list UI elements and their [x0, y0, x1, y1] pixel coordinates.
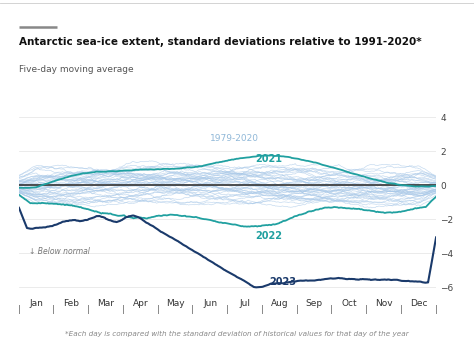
- Text: ↓ Below normal: ↓ Below normal: [29, 247, 90, 256]
- Text: *Each day is compared with the standard deviation of historical values for that : *Each day is compared with the standard …: [65, 330, 409, 337]
- Text: 1979-2020: 1979-2020: [210, 134, 259, 143]
- Text: |: |: [18, 305, 20, 314]
- Text: 2021: 2021: [255, 154, 283, 164]
- Text: |: |: [122, 305, 125, 314]
- Text: 2022: 2022: [255, 231, 283, 241]
- Text: |: |: [435, 305, 438, 314]
- Text: 2023: 2023: [269, 277, 296, 287]
- Text: |: |: [52, 305, 55, 314]
- Text: |: |: [87, 305, 90, 314]
- Text: |: |: [191, 305, 194, 314]
- Text: Antarctic sea-ice extent, standard deviations relative to 1991-2020*: Antarctic sea-ice extent, standard devia…: [19, 37, 421, 47]
- Text: |: |: [261, 305, 264, 314]
- Text: |: |: [365, 305, 368, 314]
- Text: |: |: [330, 305, 333, 314]
- Text: |: |: [226, 305, 229, 314]
- Text: |: |: [400, 305, 403, 314]
- Text: |: |: [296, 305, 299, 314]
- Text: Five-day moving average: Five-day moving average: [19, 65, 134, 73]
- Text: |: |: [156, 305, 159, 314]
